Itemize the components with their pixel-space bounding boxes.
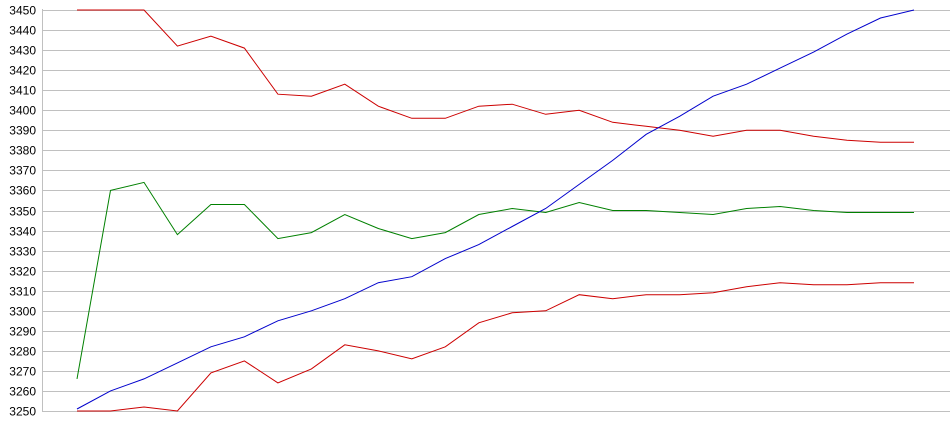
y-tick-label: 3390 [9, 124, 36, 138]
gridlines [42, 10, 950, 412]
y-tick-label: 3440 [9, 24, 36, 38]
y-tick-label: 3380 [9, 144, 36, 158]
series-line-trend [76, 9, 915, 410]
y-tick-label: 3340 [9, 225, 36, 239]
y-tick-label: 3260 [9, 385, 36, 399]
y-tick-label: 3350 [9, 205, 36, 219]
y-tick-label: 3270 [9, 365, 36, 379]
y-tick-label: 3410 [9, 84, 36, 98]
series-line-lower [77, 282, 914, 412]
y-tick-label: 3370 [9, 164, 36, 178]
series-line-middle [76, 181, 914, 379]
y-tick-label: 3290 [9, 325, 36, 339]
series-lines [76, 9, 915, 412]
y-tick-label: 3420 [9, 64, 36, 78]
y-tick-label: 3450 [9, 4, 36, 18]
y-tick-label: 3360 [9, 184, 36, 198]
y-tick-label: 3250 [9, 405, 36, 419]
y-axis-ticks: 3250 3260 3270 3280 3290 3300 3310 3320 3330 3340… [9, 4, 36, 419]
y-tick-label: 3320 [9, 265, 36, 279]
y-tick-label: 3310 [9, 285, 36, 299]
y-tick-label: 3300 [9, 305, 36, 319]
series-line-upper [77, 9, 914, 143]
y-tick-label: 3400 [9, 104, 36, 118]
y-tick-label: 3330 [9, 245, 36, 259]
y-tick-label: 3280 [9, 345, 36, 359]
y-tick-label: 3430 [9, 44, 36, 58]
